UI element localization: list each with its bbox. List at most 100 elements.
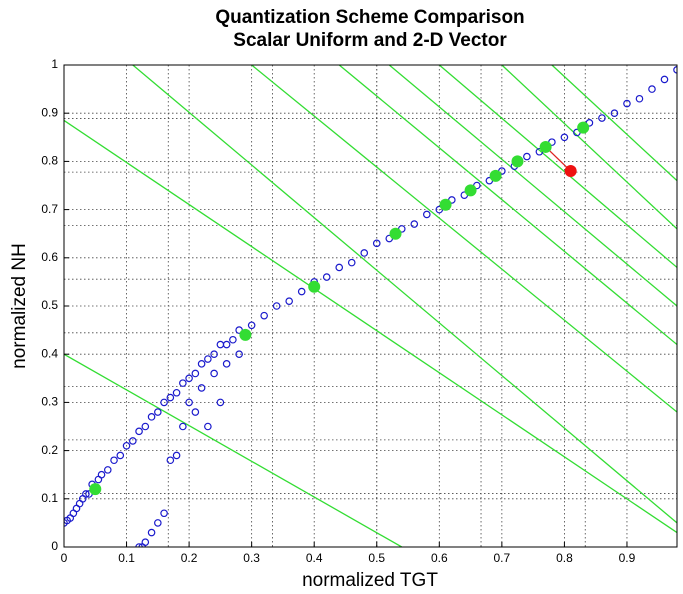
centroid [89, 483, 102, 496]
data-point [648, 85, 656, 93]
data-point [64, 519, 68, 527]
data-point [247, 321, 256, 330]
centroid [464, 184, 477, 197]
x-tick-label: 0.5 [368, 551, 385, 565]
y-tick-label: 0.5 [41, 298, 58, 312]
x-tick-label: 0.8 [556, 551, 573, 565]
data-point [610, 109, 619, 118]
data-point [197, 384, 206, 392]
x-tick-label: 0.9 [619, 551, 636, 565]
data-point [82, 490, 90, 498]
data-point [191, 369, 200, 378]
centroid [539, 140, 552, 153]
data-point [147, 528, 156, 537]
data-point [141, 422, 150, 431]
line [388, 65, 677, 307]
data-point [235, 350, 243, 359]
data-point [229, 335, 237, 344]
x-tick-label: 0.4 [306, 551, 323, 565]
line [501, 65, 677, 230]
y-tick-label: 0.8 [41, 154, 58, 168]
line [132, 65, 677, 524]
data-point [410, 220, 419, 228]
data-point [154, 519, 162, 527]
data-point [210, 369, 218, 378]
data-point [222, 340, 231, 349]
data-point [154, 408, 162, 416]
x-axis-label: normalized TGT [302, 570, 438, 591]
data-point [179, 379, 187, 387]
centroid [439, 198, 452, 211]
data-point [172, 451, 181, 460]
data-point [166, 456, 175, 465]
data-point [147, 413, 156, 421]
centroid [489, 169, 502, 182]
y-tick-label: 0.1 [41, 491, 58, 505]
centroid [239, 328, 252, 341]
data-point [222, 360, 231, 368]
data-point [160, 509, 168, 518]
y-tick-label: 0.7 [41, 202, 58, 216]
data-point [185, 374, 193, 383]
data-point [422, 210, 431, 219]
data-point [372, 239, 381, 248]
plot-area [64, 65, 677, 547]
x-tick-label: 0.6 [431, 551, 448, 565]
line [64, 353, 403, 547]
y-tick-label: 0 [51, 539, 58, 553]
data-point [97, 470, 106, 479]
data-point [260, 311, 268, 320]
y-tick-label: 0.2 [41, 443, 58, 457]
x-tick-label: 0.3 [243, 551, 260, 565]
data-point [160, 398, 168, 407]
data-point [197, 360, 206, 368]
data-point [116, 451, 125, 460]
y-tick-label: 0.6 [41, 250, 58, 264]
data-point [297, 287, 306, 296]
data-point [135, 427, 143, 436]
y-tick-label: 0.4 [41, 346, 58, 360]
x-tick-label: 0.2 [181, 551, 198, 565]
y-tick-label: 0.3 [41, 395, 58, 409]
line [338, 65, 677, 346]
centroid [564, 165, 577, 178]
data-point [335, 263, 344, 272]
centroid [511, 155, 524, 168]
data-point [360, 249, 369, 257]
data-point [523, 152, 531, 161]
data-point [204, 355, 212, 363]
centroid [308, 280, 321, 293]
x-tick-label: 0.1 [118, 551, 135, 565]
data-point [216, 398, 225, 407]
data-point [110, 456, 118, 465]
data-point [347, 258, 356, 267]
ticks: 0 0.1 0.2 0.3 0.4 0.5 0.6 0.7 0.8 0.9 0 0.1 0.2 0.3 0.… [41, 57, 635, 565]
data-point [272, 302, 281, 310]
data-point [560, 133, 569, 142]
data-point [285, 297, 293, 305]
data-point [598, 114, 606, 122]
y-tick-label: 1 [51, 57, 58, 71]
line [551, 65, 677, 182]
data-point [122, 441, 131, 450]
x-tick-label: 0 [61, 551, 68, 565]
chart-subtitle: Scalar Uniform and 2-D Vector [233, 30, 507, 51]
data-point [185, 398, 193, 407]
y-axis-label: normalized NH [9, 243, 30, 369]
line [438, 65, 677, 268]
y-tick-label: 0.9 [41, 105, 58, 119]
centroid [389, 227, 402, 240]
data-point [635, 94, 644, 103]
data-point [103, 466, 112, 474]
x-tick-label: 0.7 [494, 551, 511, 565]
data-point [660, 75, 669, 84]
data-point [129, 437, 137, 445]
data-point [191, 408, 200, 416]
data-point [623, 99, 631, 108]
centroid [577, 121, 590, 134]
data-point [210, 350, 218, 359]
grid [63, 64, 677, 548]
data-point [166, 393, 175, 402]
